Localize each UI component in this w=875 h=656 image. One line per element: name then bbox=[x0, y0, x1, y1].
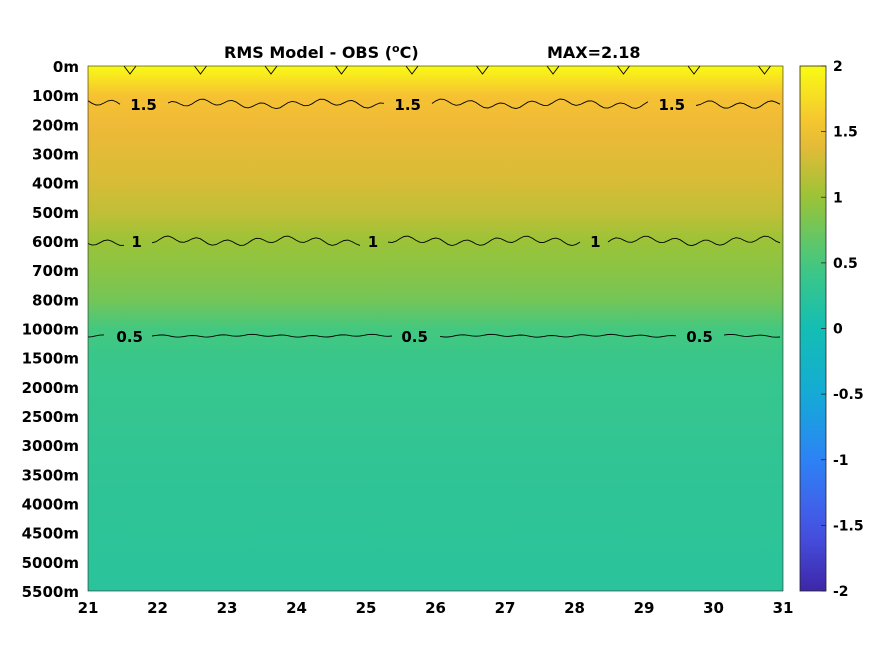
y-tick-label: 2500m bbox=[22, 408, 79, 426]
contour-line-0.5 bbox=[87, 334, 105, 338]
plot-frame bbox=[87, 65, 784, 592]
x-tick-label: 23 bbox=[217, 599, 238, 617]
contour-label: 1.5 bbox=[130, 96, 157, 114]
contour-label: 1 bbox=[131, 233, 141, 251]
contour-label: 1 bbox=[368, 233, 378, 251]
contour-line-1.5 bbox=[87, 99, 121, 106]
y-tick-label: 300m bbox=[32, 146, 79, 164]
surface-contour bbox=[687, 65, 701, 75]
y-tick-label: 4500m bbox=[22, 525, 79, 543]
x-tick-label: 21 bbox=[78, 599, 99, 617]
contour-label: 1 bbox=[590, 233, 600, 251]
y-tick-label: 2000m bbox=[22, 379, 79, 397]
colorbar-tick-label: -1.5 bbox=[833, 518, 864, 534]
y-tick-label: 700m bbox=[32, 262, 79, 280]
x-tick-label: 26 bbox=[425, 599, 446, 617]
y-tick-label: 5500m bbox=[22, 583, 79, 601]
surface-contour bbox=[194, 65, 207, 75]
contour-line-1.5 bbox=[431, 98, 649, 109]
y-tick-label: 800m bbox=[32, 291, 79, 309]
heatmap-field bbox=[88, 66, 783, 591]
surface-contour bbox=[405, 65, 419, 75]
x-tick-label: 28 bbox=[564, 599, 585, 617]
contour-label: 0.5 bbox=[686, 328, 713, 346]
surface-contour bbox=[617, 65, 630, 75]
y-tick-label: 1500m bbox=[22, 350, 79, 368]
y-tick-label: 200m bbox=[32, 116, 79, 134]
surface-contour bbox=[476, 65, 489, 75]
y-tick-label: 1000m bbox=[22, 321, 79, 339]
colorbar-tick-label: -2 bbox=[833, 584, 849, 600]
colorbar-tick-label: 0 bbox=[833, 322, 843, 338]
y-tick-label: 100m bbox=[32, 87, 79, 105]
surface-contour bbox=[546, 65, 560, 75]
colorbar-tick-label: -1 bbox=[833, 453, 849, 469]
contour-line-0.5 bbox=[151, 333, 393, 338]
surface-contour bbox=[335, 65, 348, 75]
y-tick-label: 0m bbox=[53, 58, 79, 76]
contour-line-1 bbox=[87, 239, 125, 246]
contour-line-1 bbox=[387, 235, 581, 246]
contour-line-0.5 bbox=[439, 333, 677, 338]
contour-label: 0.5 bbox=[401, 328, 428, 346]
y-tick-label: 600m bbox=[32, 233, 79, 251]
y-tick-label: 400m bbox=[32, 175, 79, 193]
x-tick-label: 25 bbox=[356, 599, 377, 617]
contour-line-0.5 bbox=[723, 333, 781, 338]
colorbar-tick-label: 1.5 bbox=[833, 125, 858, 141]
contour-line-1.5 bbox=[695, 100, 781, 109]
colorbar-ticks: 2 1.5 1 0.5 0 -0.5 -1 -1.5 -2 bbox=[821, 59, 864, 600]
y-tick-label: 3500m bbox=[22, 466, 79, 484]
y-tick-label: 5000m bbox=[22, 554, 79, 572]
contour-label: 1.5 bbox=[659, 96, 686, 114]
x-axis-tick-labels: 21 22 23 24 25 26 27 28 29 30 31 bbox=[78, 599, 794, 617]
colorbar-tick-label: 2 bbox=[833, 59, 843, 75]
contour-line-1 bbox=[151, 235, 361, 246]
x-tick-label: 24 bbox=[286, 599, 307, 617]
surface-contour bbox=[123, 65, 137, 75]
y-axis-tick-labels: 0m 100m 200m 300m 400m 500m 600m 700m 800m 1000m 1… bbox=[22, 58, 79, 601]
contour-label: 1.5 bbox=[394, 96, 421, 114]
contour-lines: 1.5 1.5 1.5 1 1 1 0.5 0.5 0.5 bbox=[87, 65, 781, 346]
x-tick-label: 22 bbox=[147, 599, 168, 617]
x-tick-label: 31 bbox=[773, 599, 794, 617]
y-tick-label: 4000m bbox=[22, 496, 79, 514]
y-tick-label: 500m bbox=[32, 204, 79, 222]
contour-label: 0.5 bbox=[116, 328, 143, 346]
colorbar-tick-label: 1 bbox=[833, 190, 843, 206]
y-tick-label: 3000m bbox=[22, 437, 79, 455]
max-label: MAX=2.18 bbox=[547, 43, 641, 62]
contour-line-1 bbox=[607, 235, 781, 247]
colorbar-tick-label: -0.5 bbox=[833, 387, 864, 403]
colorbar-tick-label: 0.5 bbox=[833, 256, 858, 272]
x-tick-label: 30 bbox=[703, 599, 724, 617]
contour-line-1.5 bbox=[167, 98, 385, 110]
surface-contour bbox=[264, 65, 278, 75]
x-tick-label: 27 bbox=[495, 599, 516, 617]
x-tick-label: 29 bbox=[634, 599, 655, 617]
chart-title: RMS Model - OBS (oC) bbox=[224, 42, 419, 62]
surface-contour bbox=[758, 65, 771, 75]
